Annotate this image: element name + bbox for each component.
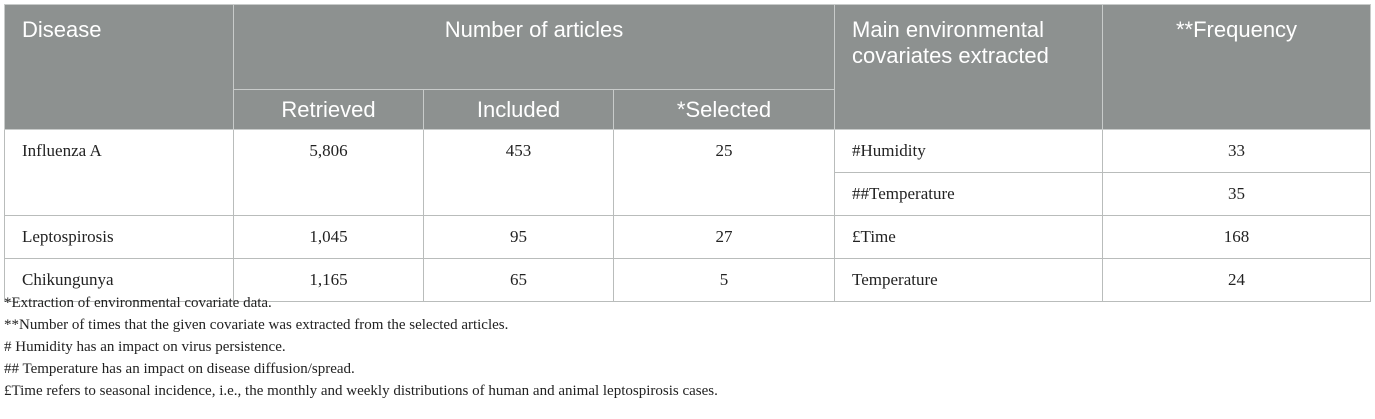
cell-selected: 27 (612, 215, 836, 259)
cell-retrieved: 5,806 (233, 129, 424, 216)
cell-frequency: 35 (1102, 172, 1372, 216)
cell-included: 65 (423, 258, 614, 302)
footnote: *Extraction of environmental covariate d… (4, 295, 272, 311)
cell-retrieved: 1,045 (233, 215, 424, 259)
cell-covariate: #Humidity (834, 129, 1104, 173)
cell-disease: Influenza A (4, 129, 234, 216)
header-number-of-articles: Number of articles (232, 4, 836, 90)
data-table: Disease Number of articles Main environm… (4, 4, 1372, 302)
cell-covariate: £Time (834, 215, 1104, 259)
cell-covariate: Temperature (834, 258, 1104, 302)
cell-frequency: 33 (1102, 129, 1372, 173)
cell-selected: 25 (612, 129, 836, 216)
cell-frequency: 168 (1102, 215, 1372, 259)
cell-retrieved: 1,165 (233, 258, 424, 302)
header-main-covariates: Main environmental covariates extracted (834, 4, 1104, 130)
cell-included: 453 (423, 129, 614, 216)
table-row: Influenza A 5,806 453 25 #Humidity 33 (4, 129, 1372, 216)
header-retrieved: Retrieved (233, 89, 424, 130)
header-disease: Disease (4, 4, 234, 130)
header-included: Included (423, 89, 614, 130)
footnote: # Humidity has an impact on virus persis… (4, 339, 286, 355)
footnote: ## Temperature has an impact on disease … (4, 361, 355, 377)
footnotes: *Extraction of environmental covariate d… (4, 292, 1370, 402)
table-row: Leptospirosis 1,045 95 27 £Time 168 (4, 215, 1372, 259)
table-container: Disease Number of articles Main environm… (4, 4, 1372, 302)
cell-disease: Leptospirosis (4, 215, 234, 259)
table-row: Chikungunya 1,165 65 5 Temperature 24 (4, 258, 1372, 302)
cell-included: 95 (423, 215, 614, 259)
footnote: £Time refers to seasonal incidence, i.e.… (4, 383, 718, 399)
cell-covariate: ##Temperature (834, 172, 1104, 216)
table-row: ##Temperature 35 (5, 172, 1372, 216)
cell-frequency: 24 (1102, 258, 1372, 302)
header-selected: *Selected (612, 89, 836, 130)
cell-selected: 5 (612, 258, 836, 302)
header-frequency: **Frequency (1102, 4, 1372, 130)
footnote: **Number of times that the given covaria… (4, 317, 509, 333)
cell-disease: Chikungunya (4, 258, 234, 302)
